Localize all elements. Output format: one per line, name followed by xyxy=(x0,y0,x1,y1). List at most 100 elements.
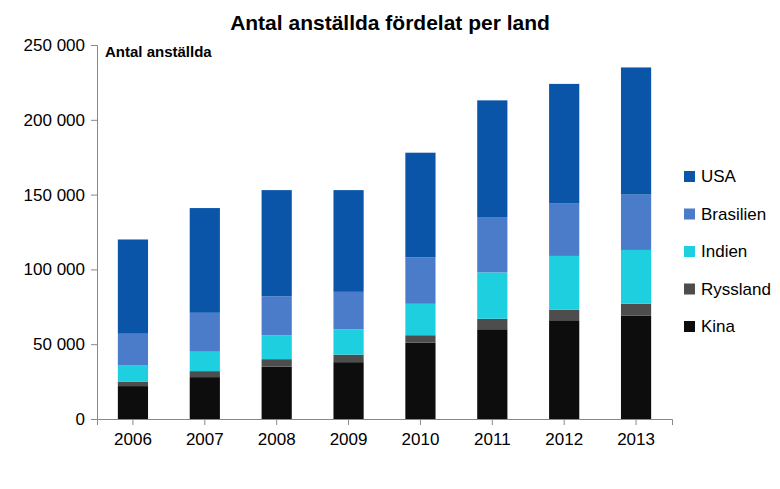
y-axis: 0 50 000 100 000 150 000 200 000 250 000 xyxy=(24,36,98,429)
bar xyxy=(549,84,579,204)
bar xyxy=(190,377,220,419)
bar xyxy=(621,195,651,250)
x-tick-mark xyxy=(132,419,133,425)
bar xyxy=(621,67,651,194)
y-tick-label: 50 000 xyxy=(33,335,85,354)
y-tick: 200 000 xyxy=(24,111,97,130)
bar xyxy=(190,208,220,313)
x-tick-label: 2011 xyxy=(474,430,511,449)
x-tick-label: 2012 xyxy=(545,430,583,449)
y-axis-line xyxy=(91,46,98,420)
x-tick: 2008 xyxy=(258,419,296,449)
y-tick-mark xyxy=(91,120,97,121)
x-tick-label: 2009 xyxy=(330,430,368,449)
y-tick-label: 200 000 xyxy=(24,111,85,130)
y-tick: 100 000 xyxy=(24,260,97,279)
plot: 050 000100 000150 000200 000250 00020062… xyxy=(24,36,673,449)
legend-label: Indien xyxy=(701,242,747,261)
x-tick-label: 2013 xyxy=(617,430,655,449)
bar xyxy=(333,362,363,419)
y-tick: 50 000 xyxy=(33,335,97,354)
bar xyxy=(405,304,435,335)
x-axis: 2006 2007 2008 2009 2010 2011 2012 2013 xyxy=(98,419,673,449)
y-tick-mark xyxy=(91,344,97,345)
bar xyxy=(549,204,579,256)
x-tick: 2009 xyxy=(330,419,368,449)
bar xyxy=(621,250,651,304)
x-tick-mark xyxy=(276,419,277,425)
x-tick: 2007 xyxy=(186,419,224,449)
legend-swatch xyxy=(684,321,695,332)
legend-swatch xyxy=(684,284,695,295)
bar xyxy=(549,320,579,419)
bar xyxy=(405,335,435,342)
bar xyxy=(333,292,363,329)
x-tick-label: 2008 xyxy=(258,430,296,449)
x-tick-mark xyxy=(348,419,349,425)
bar xyxy=(190,371,220,377)
chart: 050 000100 000150 000200 000250 00020062… xyxy=(0,0,780,489)
bar xyxy=(621,304,651,316)
legend-swatch xyxy=(684,246,695,257)
y-tick-mark xyxy=(91,195,97,196)
bar xyxy=(118,382,148,386)
bar xyxy=(549,256,579,310)
series xyxy=(118,67,651,333)
bar xyxy=(477,100,507,217)
legend: USA Brasilien Indien Ryssland Kina xyxy=(684,167,771,336)
x-tick: 2010 xyxy=(402,419,440,449)
y-tick-mark xyxy=(91,269,97,270)
bar xyxy=(262,190,292,296)
y-tick: 0 xyxy=(76,410,97,429)
legend-swatch xyxy=(684,171,695,182)
legend-swatch xyxy=(684,209,695,220)
bar xyxy=(333,355,363,362)
bar xyxy=(262,367,292,419)
x-tick-label: 2006 xyxy=(114,430,152,449)
legend-label: Brasilien xyxy=(701,205,766,224)
series xyxy=(118,195,651,366)
y-tick-label: 250 000 xyxy=(24,36,85,55)
x-tick-label: 2010 xyxy=(402,430,440,449)
bar xyxy=(190,313,220,352)
x-tick-label: 2007 xyxy=(186,430,224,449)
y-tick: 150 000 xyxy=(24,186,97,205)
x-tick-mark xyxy=(636,419,637,425)
bar xyxy=(405,343,435,419)
bar xyxy=(333,190,363,292)
bar xyxy=(190,352,220,371)
series xyxy=(118,304,651,386)
x-tick-mark xyxy=(564,419,565,425)
bar xyxy=(477,217,507,272)
x-tick: 2006 xyxy=(114,419,152,449)
y-tick-label: 0 xyxy=(76,410,85,429)
bar xyxy=(118,386,148,419)
bar xyxy=(262,359,292,366)
y-tick-mark xyxy=(91,419,97,420)
bar xyxy=(118,334,148,365)
bar xyxy=(262,335,292,359)
x-tick-mark xyxy=(420,419,421,425)
x-tick: 2011 xyxy=(474,419,511,449)
bar xyxy=(333,329,363,354)
bar xyxy=(405,153,435,258)
y-tick-mark xyxy=(91,45,97,46)
bar xyxy=(477,272,507,318)
x-tick: 2012 xyxy=(545,419,583,449)
bar xyxy=(477,329,507,419)
y-tick: 250 000 xyxy=(24,36,97,55)
x-tick: 2013 xyxy=(617,419,655,449)
y-axis-title: Antal anställda xyxy=(105,43,212,60)
y-tick-label: 100 000 xyxy=(24,260,85,279)
bar xyxy=(118,365,148,381)
bars xyxy=(118,67,651,419)
x-tick-mark xyxy=(492,419,493,425)
bar xyxy=(118,239,148,333)
bar xyxy=(549,310,579,320)
bar xyxy=(262,296,292,335)
bar xyxy=(621,316,651,419)
legend-label: Kina xyxy=(701,317,736,336)
bar xyxy=(477,319,507,329)
legend-label: USA xyxy=(701,167,737,186)
legend-label: Ryssland xyxy=(701,280,771,299)
